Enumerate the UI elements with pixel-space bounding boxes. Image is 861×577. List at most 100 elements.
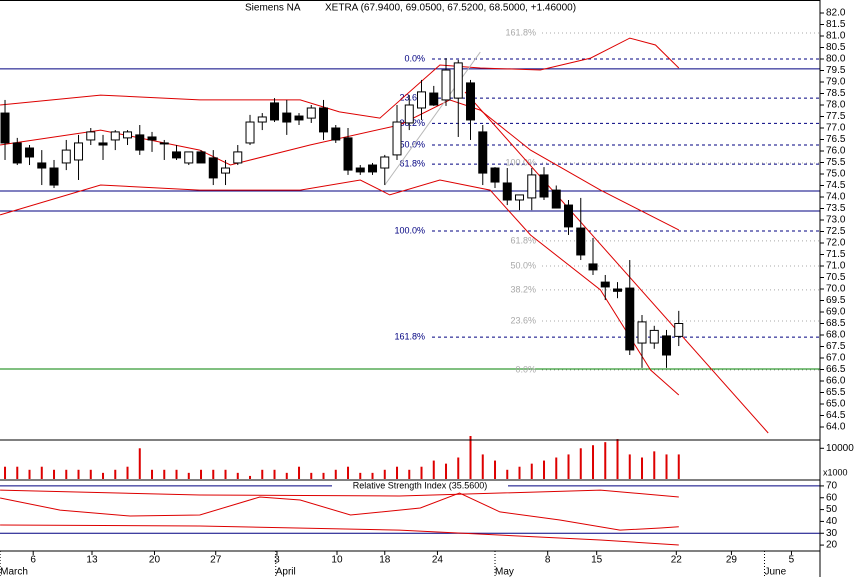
y-tick-label: 69.5 xyxy=(826,295,846,306)
volume-bar xyxy=(543,460,546,479)
volume-bar xyxy=(273,469,276,479)
y-tick-label: 68.5 xyxy=(826,318,846,329)
candle-body xyxy=(245,121,255,144)
candle-body xyxy=(429,92,439,106)
volume-bar xyxy=(604,442,607,479)
rsi-line xyxy=(0,524,679,546)
volume-bar xyxy=(28,469,31,479)
x-tick-label: 5 xyxy=(789,555,795,566)
candle-body xyxy=(478,131,488,174)
candle-body xyxy=(466,82,476,121)
y-tick-label: 20 xyxy=(826,540,838,551)
fib-label: 161.8% xyxy=(394,331,425,341)
indicator-line xyxy=(0,179,680,396)
y-tick-label: 71.0 xyxy=(826,261,846,272)
y-tick-label: 50 xyxy=(826,504,838,515)
candle-body xyxy=(0,112,10,144)
y-tick-label: 73.5 xyxy=(826,203,846,214)
candle-body xyxy=(135,134,145,151)
candle-body xyxy=(625,287,635,351)
y-tick-label: 30 xyxy=(826,528,838,539)
volume-bar xyxy=(261,469,264,479)
y-tick-label: 69.0 xyxy=(826,307,846,318)
volume-bar xyxy=(334,469,337,479)
volume-bar xyxy=(408,469,411,479)
candle-body xyxy=(453,62,463,99)
candle-body xyxy=(343,137,353,171)
volume-bar xyxy=(420,466,423,479)
indicator-line xyxy=(464,91,769,434)
fib-label: 61.8% xyxy=(510,235,536,245)
candle-body xyxy=(233,151,243,164)
candle-body xyxy=(404,104,414,124)
candle-body xyxy=(600,281,610,288)
candle-body xyxy=(49,167,59,186)
chart-subtitle: XETRA (67.9400, 69.0500, 67.5200, 68.500… xyxy=(325,3,576,14)
volume-bar xyxy=(200,469,203,479)
candle-body xyxy=(282,112,292,123)
volume-bar xyxy=(616,439,619,479)
candle-body xyxy=(110,131,120,141)
month-label: March xyxy=(0,567,28,577)
candle-body xyxy=(355,167,365,173)
y-tick-label: 74.5 xyxy=(826,180,846,191)
candle-body xyxy=(61,149,71,164)
candle-body xyxy=(294,115,304,121)
panel-title: Relative Strength Index (35.5600) xyxy=(353,480,488,490)
volume-bar xyxy=(665,454,668,479)
candle-body xyxy=(98,142,108,146)
candle-body xyxy=(490,167,500,183)
volume-bar xyxy=(396,466,399,479)
x-tick-label: 27 xyxy=(210,555,222,566)
volume-bar xyxy=(347,466,350,479)
candle-body xyxy=(37,162,47,169)
volume-bar xyxy=(89,469,92,479)
candle-body xyxy=(159,142,169,145)
volume-bar xyxy=(322,472,325,479)
y-tick-label: 81.5 xyxy=(826,19,846,30)
y-tick-label: 66.5 xyxy=(826,364,846,375)
candle-body xyxy=(649,329,659,344)
fib-label: 50.0% xyxy=(510,260,536,270)
y-tick-label: 78.5 xyxy=(826,88,846,99)
y-tick-label: 64.5 xyxy=(826,410,846,421)
y-tick-label: 77.5 xyxy=(826,111,846,122)
volume-bar xyxy=(249,475,252,479)
volume-bar xyxy=(187,472,190,479)
volume-bar xyxy=(175,469,178,479)
fib-label: 161.8% xyxy=(505,27,536,37)
x-tick-label: 24 xyxy=(432,555,444,566)
volume-bar xyxy=(114,469,117,479)
x-tick-label: 13 xyxy=(86,555,98,566)
volume-bar xyxy=(4,466,7,479)
x-tick-label: 8 xyxy=(545,555,551,566)
x-tick-label: 6 xyxy=(30,555,36,566)
volume-bar xyxy=(469,436,472,479)
volume-bar xyxy=(102,472,105,479)
y-tick-label: 70.0 xyxy=(826,284,846,295)
volume-bar xyxy=(518,466,521,479)
volume-bar xyxy=(138,448,141,479)
candle-body xyxy=(147,136,157,141)
volume-bar xyxy=(151,469,154,479)
fib-label: 0.0% xyxy=(404,53,425,63)
candle-body xyxy=(221,167,231,174)
candle-body xyxy=(368,164,378,173)
y-tick-label: 79.0 xyxy=(826,77,846,88)
candle-body xyxy=(319,107,329,133)
candle-body xyxy=(674,323,684,337)
y-tick-label: 77.0 xyxy=(826,123,846,134)
fib-label: 23.6% xyxy=(510,315,536,325)
volume-bar xyxy=(371,472,374,479)
y-tick-label: 64.0 xyxy=(826,422,846,433)
y-tick-label: 75.0 xyxy=(826,169,846,180)
candle-body xyxy=(613,288,623,292)
candle-body xyxy=(25,147,35,158)
volume-bar xyxy=(310,472,313,479)
y-tick-label: 75.5 xyxy=(826,157,846,168)
volume-bar xyxy=(224,469,227,479)
month-label: June xyxy=(765,567,787,577)
volume-bar xyxy=(530,463,533,479)
